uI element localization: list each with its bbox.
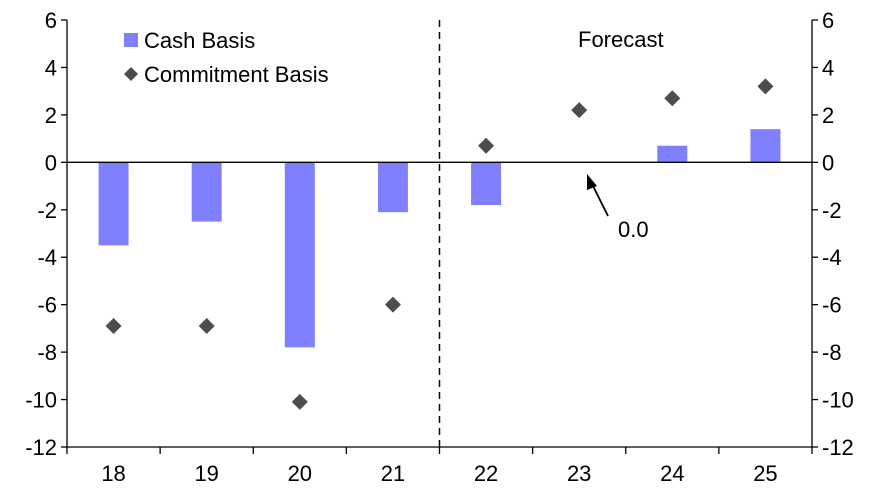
x-tick-label: 19 — [194, 461, 218, 486]
right-y-axis: 6 4 2 0 -2 -4 -6 -8 -10 -12 — [812, 8, 854, 460]
commitment-basis-point — [478, 137, 495, 154]
left-y-tick-label: 4 — [45, 55, 57, 80]
right-y-tick-label: -8 — [822, 340, 842, 365]
left-y-tick-label: 0 — [45, 150, 57, 175]
x-axis: 18 19 20 21 22 23 24 25 — [66, 447, 813, 486]
cash-basis-bar — [377, 162, 408, 213]
left-y-axis: 6 4 2 0 -2 -4 -6 -8 -10 -12 — [25, 8, 67, 460]
left-y-tick-label: -2 — [37, 198, 57, 223]
left-y-tick-label: -6 — [37, 293, 57, 318]
right-y-tick-label: -10 — [822, 388, 854, 413]
x-tick-label: 23 — [567, 461, 591, 486]
cash-basis-series — [98, 129, 781, 348]
legend-cash-basis-swatch — [124, 33, 138, 47]
right-y-tick-label: 6 — [822, 8, 834, 33]
zero-value-label: 0.0 — [618, 217, 649, 242]
legend-commitment-basis-swatch — [124, 67, 138, 81]
left-y-tick-label: -4 — [37, 245, 57, 270]
commitment-basis-point — [571, 102, 588, 119]
cash-basis-bar — [191, 162, 222, 222]
commitment-basis-point — [664, 90, 681, 107]
forecast-label: Forecast — [578, 27, 664, 52]
commitment-basis-point — [198, 318, 215, 335]
right-y-tick-label: -6 — [822, 293, 842, 318]
x-tick-label: 24 — [660, 461, 684, 486]
left-y-tick-label: -12 — [25, 435, 57, 460]
commitment-basis-point — [291, 393, 308, 410]
right-y-tick-label: 2 — [822, 103, 834, 128]
cash-basis-bar — [750, 129, 781, 163]
x-tick-label: 25 — [753, 461, 777, 486]
left-y-tick-label: 2 — [45, 103, 57, 128]
left-y-tick-label: -10 — [25, 388, 57, 413]
commitment-basis-point — [384, 296, 401, 313]
legend: Cash Basis Commitment Basis — [124, 28, 329, 87]
legend-commitment-basis-label: Commitment Basis — [144, 62, 329, 87]
commitment-basis-series — [105, 78, 774, 410]
x-tick-label: 21 — [381, 461, 405, 486]
zero-value-arrowhead — [587, 174, 597, 190]
cash-basis-bar — [471, 162, 502, 206]
right-y-tick-label: -12 — [822, 435, 854, 460]
right-y-tick-label: -4 — [822, 245, 842, 270]
x-tick-label: 22 — [474, 461, 498, 486]
right-y-tick-label: 0 — [822, 150, 834, 175]
cash-basis-bar — [657, 145, 688, 163]
legend-cash-basis-label: Cash Basis — [144, 28, 255, 53]
commitment-basis-point — [757, 78, 774, 95]
cash-basis-bar — [284, 162, 315, 348]
x-tick-label: 18 — [101, 461, 125, 486]
right-y-tick-label: 4 — [822, 55, 834, 80]
commitment-basis-point — [105, 318, 122, 335]
cash-basis-bar — [98, 162, 129, 246]
left-y-tick-label: 6 — [45, 8, 57, 33]
right-y-tick-label: -2 — [822, 198, 842, 223]
x-tick-label: 20 — [288, 461, 312, 486]
left-y-tick-label: -8 — [37, 340, 57, 365]
